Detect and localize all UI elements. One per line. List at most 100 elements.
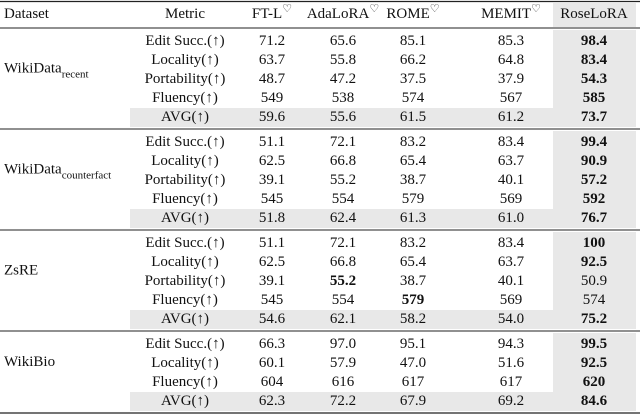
dataset-cell: WikiDatarecent — [4, 61, 89, 80]
header-text: Dataset — [4, 6, 50, 22]
value-cell: 84.6 — [581, 393, 608, 409]
dataset-name: WikiBio — [4, 354, 55, 370]
value-cell: 63.7 — [498, 153, 525, 169]
value-cell: 579 — [402, 292, 425, 308]
header-text: Metric — [165, 6, 205, 22]
value-cell: 97.0 — [330, 336, 356, 352]
value-cell: 620 — [583, 374, 606, 390]
header-text: FT-L — [252, 6, 282, 22]
value-cell: 95.1 — [400, 336, 426, 352]
value-cell: 51.6 — [498, 355, 525, 371]
value-cell: 72.2 — [330, 393, 356, 409]
highlight-column-header — [553, 3, 636, 27]
value-cell: 99.4 — [581, 134, 608, 150]
value-cell: 40.1 — [498, 172, 524, 188]
metric-cell: Portability(↑) — [145, 273, 226, 289]
value-cell: 51.1 — [259, 134, 285, 150]
value-cell: 66.8 — [330, 254, 356, 270]
metric-cell: Edit Succ.(↑) — [145, 33, 224, 49]
header-sup: ♡ — [369, 3, 379, 15]
value-cell: 40.1 — [498, 273, 524, 289]
value-cell: 50.9 — [581, 273, 607, 289]
value-cell: 554 — [332, 292, 355, 308]
value-cell: 66.2 — [400, 52, 426, 68]
metric-cell: Edit Succ.(↑) — [145, 336, 224, 352]
dataset-sub: recent — [62, 68, 89, 80]
value-cell: 72.1 — [330, 134, 356, 150]
value-cell: 90.9 — [581, 153, 607, 169]
value-cell: 73.7 — [581, 109, 608, 125]
header-sup: ♡ — [531, 3, 541, 15]
metric-cell: Fluency(↑) — [152, 292, 218, 308]
value-cell: 616 — [332, 374, 355, 390]
value-cell: 57.9 — [330, 355, 356, 371]
value-cell: 54.6 — [259, 311, 286, 327]
dataset-cell: ZsRE — [4, 263, 38, 279]
value-cell: 62.5 — [259, 254, 285, 270]
value-cell: 62.3 — [259, 393, 285, 409]
header-cell: AdaLoRA♡ — [307, 3, 379, 23]
value-cell: 604 — [261, 374, 284, 390]
value-cell: 67.9 — [400, 393, 426, 409]
value-cell: 55.2 — [330, 273, 356, 289]
value-cell: 617 — [402, 374, 425, 390]
shaded-row — [130, 108, 636, 127]
value-cell: 76.7 — [581, 210, 608, 226]
header-sup: ♡ — [282, 3, 292, 15]
value-cell: 59.6 — [259, 109, 286, 125]
value-cell: 55.6 — [330, 109, 357, 125]
value-cell: 65.6 — [330, 33, 357, 49]
value-cell: 569 — [500, 292, 523, 308]
value-cell: 64.8 — [498, 52, 524, 68]
value-cell: 83.4 — [498, 134, 525, 150]
header-sup: ♡ — [430, 3, 440, 15]
value-cell: 38.7 — [400, 273, 427, 289]
value-cell: 98.4 — [581, 33, 608, 49]
dataset-name: WikiData — [4, 162, 62, 178]
dataset-name: ZsRE — [4, 263, 38, 279]
metric-cell: Portability(↑) — [145, 172, 226, 188]
value-cell: 65.4 — [400, 153, 427, 169]
value-cell: 579 — [402, 191, 425, 207]
value-cell: 66.8 — [330, 153, 356, 169]
value-cell: 69.2 — [498, 393, 524, 409]
value-cell: 574 — [402, 90, 425, 106]
value-cell: 54.0 — [498, 311, 524, 327]
value-cell: 39.1 — [259, 172, 285, 188]
value-cell: 549 — [261, 90, 284, 106]
metric-cell: Locality(↑) — [151, 52, 218, 68]
value-cell: 63.7 — [259, 52, 286, 68]
value-cell: 83.4 — [498, 235, 525, 251]
dataset-cell: WikiBio — [4, 354, 55, 370]
value-cell: 567 — [500, 90, 523, 106]
value-cell: 47.2 — [330, 71, 356, 87]
dataset-sub: counterfact — [62, 169, 111, 181]
metric-cell: AVG(↑) — [161, 393, 209, 409]
header-text: MEMIT — [481, 6, 531, 22]
value-cell: 92.5 — [581, 254, 607, 270]
value-cell: 62.4 — [330, 210, 357, 226]
header-cell: Metric — [165, 6, 205, 22]
header-cell: FT-L♡ — [252, 3, 292, 23]
value-cell: 83.2 — [400, 235, 426, 251]
value-cell: 65.4 — [400, 254, 427, 270]
value-cell: 51.1 — [259, 235, 285, 251]
header-cell: MEMIT♡ — [481, 3, 541, 23]
value-cell: 47.0 — [400, 355, 426, 371]
value-cell: 71.2 — [259, 33, 285, 49]
value-cell: 61.0 — [498, 210, 524, 226]
value-cell: 58.2 — [400, 311, 426, 327]
value-cell: 55.8 — [330, 52, 356, 68]
metric-cell: AVG(↑) — [161, 109, 209, 125]
value-cell: 72.1 — [330, 235, 356, 251]
value-cell: 54.3 — [581, 71, 607, 87]
value-cell: 538 — [332, 90, 355, 106]
shaded-row — [130, 209, 636, 228]
value-cell: 569 — [500, 191, 523, 207]
value-cell: 83.4 — [581, 52, 608, 68]
value-cell: 545 — [261, 191, 284, 207]
value-cell: 61.2 — [498, 109, 524, 125]
metric-cell: Fluency(↑) — [152, 90, 218, 106]
value-cell: 75.2 — [581, 311, 607, 327]
metric-cell: Locality(↑) — [151, 254, 218, 270]
